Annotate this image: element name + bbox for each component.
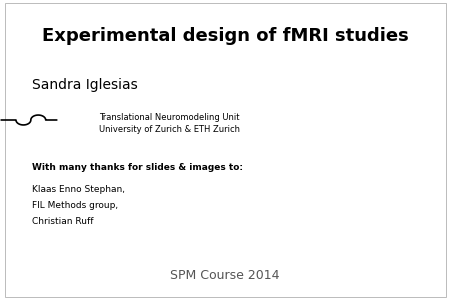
Text: Sandra Iglesias: Sandra Iglesias — [32, 78, 137, 92]
Text: SPM Course 2014: SPM Course 2014 — [170, 269, 280, 282]
Text: Christian Ruff: Christian Ruff — [32, 218, 93, 226]
Text: FIL Methods group,: FIL Methods group, — [32, 201, 117, 210]
Text: University of Zurich & ETH Zurich: University of Zurich & ETH Zurich — [99, 124, 240, 134]
Text: Klaas Enno Stephan,: Klaas Enno Stephan, — [32, 184, 125, 194]
Text: Translational Neuromodeling Unit: Translational Neuromodeling Unit — [99, 112, 239, 122]
Text: Experimental design of fMRI studies: Experimental design of fMRI studies — [41, 27, 409, 45]
Text: With many thanks for slides & images to:: With many thanks for slides & images to: — [32, 164, 243, 172]
